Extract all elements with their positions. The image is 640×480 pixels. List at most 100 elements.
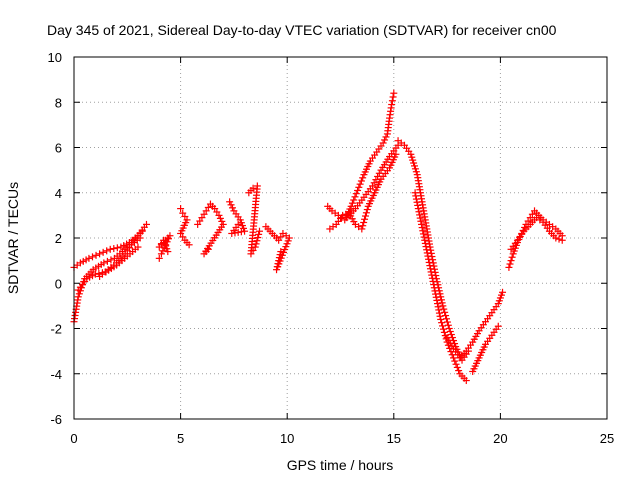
data-point	[424, 252, 432, 260]
data-point	[100, 259, 108, 267]
data-point	[439, 302, 447, 310]
data-point	[356, 180, 364, 188]
data-point	[505, 263, 513, 271]
data-point	[276, 251, 284, 259]
data-point	[558, 236, 566, 244]
data-point	[441, 308, 449, 316]
data-point	[447, 331, 455, 339]
data-point	[432, 290, 440, 298]
data-point	[436, 312, 444, 320]
data-point	[444, 321, 452, 329]
data-point	[227, 201, 235, 209]
data-point	[350, 196, 358, 204]
data-point	[375, 169, 383, 177]
data-point	[434, 300, 442, 308]
data-point	[273, 263, 281, 271]
data-point	[361, 215, 369, 223]
data-point	[420, 233, 428, 241]
data-point	[368, 182, 376, 190]
data-point	[106, 245, 114, 253]
data-point	[462, 377, 470, 385]
data-point	[372, 176, 380, 184]
data-point	[419, 230, 427, 238]
data-point	[273, 266, 281, 274]
data-point	[437, 296, 445, 304]
data-point	[95, 269, 103, 277]
data-point	[275, 257, 283, 265]
data-point	[440, 328, 448, 336]
data-point	[442, 312, 450, 320]
data-point	[215, 211, 223, 219]
data-point	[432, 293, 440, 301]
x-tick-label: 0	[70, 431, 77, 446]
data-point	[255, 230, 263, 238]
data-point	[419, 227, 427, 235]
data-point	[363, 206, 371, 214]
data-point	[275, 254, 283, 262]
data-point	[92, 251, 100, 259]
data-point	[136, 234, 144, 242]
data-point	[430, 284, 438, 292]
data-point	[446, 328, 454, 336]
data-point	[428, 274, 436, 282]
data-point	[99, 248, 107, 256]
data-point	[426, 262, 434, 270]
data-point	[113, 244, 121, 252]
x-tick-label: 15	[387, 431, 401, 446]
data-point	[425, 258, 433, 266]
data-point	[354, 186, 362, 194]
data-point	[552, 234, 560, 242]
data-point	[416, 211, 424, 219]
y-tick-label: -6	[50, 412, 62, 427]
data-point	[428, 271, 436, 279]
data-point	[411, 189, 419, 197]
data-point	[85, 254, 93, 262]
x-tick-label: 5	[177, 431, 184, 446]
data-point	[110, 245, 118, 253]
data-point	[430, 281, 438, 289]
data-point	[164, 248, 172, 256]
y-tick-label: 2	[55, 231, 62, 246]
data-point	[362, 209, 370, 217]
data-point	[435, 309, 443, 317]
data-point	[374, 172, 382, 180]
data-point	[415, 208, 423, 216]
data-point	[216, 214, 224, 222]
data-point	[413, 198, 421, 206]
data-point	[429, 277, 437, 285]
axis-ticks: 0 5 10 15 20 25 -6 -4 -2 0 2 4 6 8 10	[48, 50, 615, 446]
data-point	[251, 243, 259, 251]
data-point	[359, 222, 367, 230]
data-point	[555, 235, 563, 243]
data-point	[277, 248, 285, 256]
y-tick-label: 8	[55, 95, 62, 110]
data-point	[421, 236, 429, 244]
grid-lines	[74, 57, 607, 419]
data-point	[414, 201, 422, 209]
data-point	[177, 205, 185, 213]
data-point	[437, 315, 445, 323]
chart-title: Day 345 of 2021, Sidereal Day-to-day VTE…	[47, 22, 557, 38]
data-point	[433, 296, 441, 304]
data-point	[357, 177, 365, 185]
data-point	[255, 227, 263, 235]
data-point	[142, 220, 150, 228]
data-point	[359, 174, 367, 182]
data-point	[358, 225, 366, 233]
data-point	[390, 89, 398, 97]
x-tick-label: 20	[493, 431, 507, 446]
y-tick-label: 10	[48, 50, 62, 65]
data-point	[228, 204, 236, 212]
y-tick-label: -2	[50, 322, 62, 337]
y-tick-label: 4	[55, 186, 62, 201]
data-point	[342, 210, 350, 218]
data-point	[434, 303, 442, 311]
data-point	[439, 325, 447, 333]
data-point	[379, 139, 387, 147]
data-point	[252, 240, 260, 248]
data-point	[506, 260, 514, 268]
data-point	[107, 256, 115, 264]
data-point	[418, 220, 426, 228]
y-tick-label: -4	[50, 367, 62, 382]
